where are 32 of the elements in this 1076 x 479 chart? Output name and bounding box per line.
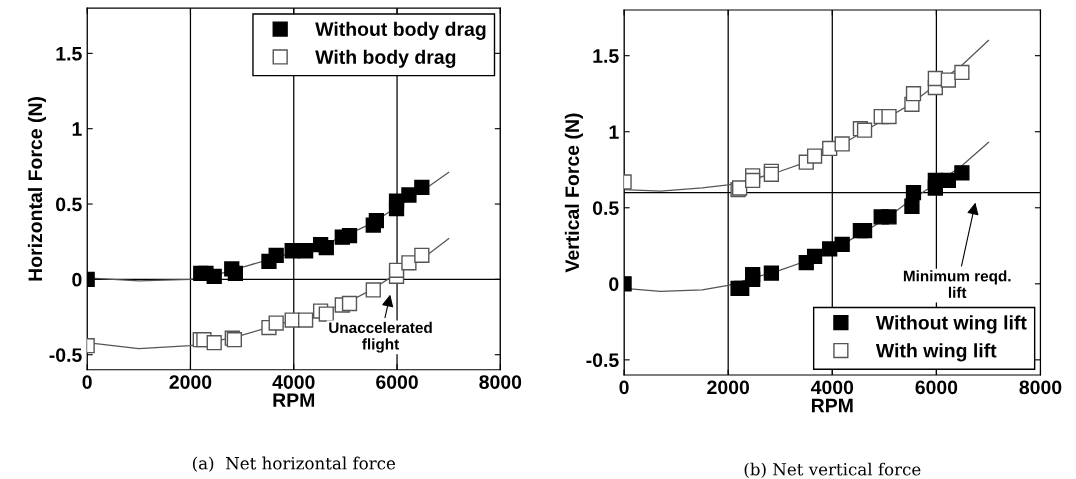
x-tick-label: 6000	[915, 380, 958, 395]
annotation: Unaccelerated flight	[329, 321, 432, 353]
annotation: Minimum reqd. lift	[903, 270, 1011, 298]
x-tick-label: 2000	[707, 380, 750, 395]
x-tick-label: 6000	[376, 375, 418, 389]
x-tick-label: 8000	[479, 375, 522, 389]
y-tick-label: -0.5	[49, 348, 82, 362]
y-tick-label: 1.5	[56, 47, 82, 61]
x-tick-label: 4000	[272, 375, 315, 389]
y-tick-label: 1.5	[593, 49, 619, 63]
x-axis-title: RPM	[811, 398, 853, 413]
y-tick-label: 0	[72, 272, 82, 287]
y-tick-label: -0.5	[586, 353, 619, 368]
legend-label: Without body drag	[315, 21, 486, 40]
x-tick-label: 4000	[810, 380, 854, 395]
text: (b) Net vertical force	[744, 462, 921, 478]
y-tick-label: 0.5	[56, 197, 82, 212]
x-tick-label: 0	[619, 380, 629, 395]
y-axis-title: Horizontal Force (N)	[27, 97, 47, 281]
x-tick-label: 2000	[169, 375, 212, 389]
legend-label: With wing lift	[875, 343, 997, 362]
y-axis-title: Vertical Force (N)	[564, 113, 583, 273]
y-tick-label: 0	[609, 277, 619, 292]
y-tick-label: 1	[609, 125, 619, 139]
legend-label: With body drag	[315, 49, 456, 68]
text: (a) Net horizontal force	[192, 456, 396, 472]
y-tick-label: 1	[72, 122, 82, 136]
x-tick-label: 0	[82, 375, 92, 389]
x-tick-label: 8000	[1019, 380, 1062, 395]
y-tick-label: 0.5	[592, 201, 619, 215]
legend-label: Without wing lift	[875, 315, 1027, 334]
x-axis-title: RPM	[273, 393, 315, 407]
